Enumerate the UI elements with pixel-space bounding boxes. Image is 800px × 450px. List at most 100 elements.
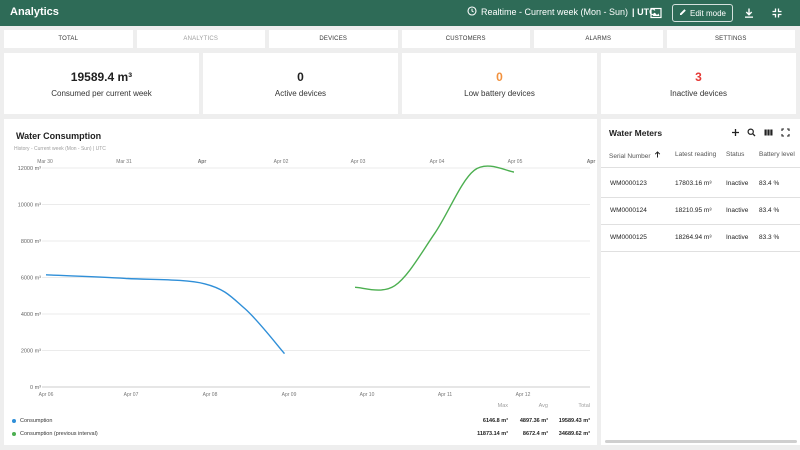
consumption-chart: 0 m³ 2000 m³ 4000 m³ 6000 m³ 8000 m³ 10000 m³… bbox=[18, 159, 596, 398]
top-bar: Analytics Realtime - Current week (Mon -… bbox=[0, 0, 800, 26]
y-tick-label: 10000 m³ bbox=[18, 203, 41, 209]
legend-total: 19589.43 m³ bbox=[558, 418, 590, 424]
legend-dot bbox=[12, 419, 16, 423]
card-inactive-devices-label: Inactive devices bbox=[670, 88, 727, 98]
download-icon[interactable] bbox=[741, 5, 757, 21]
legend-max: 11873.14 m³ bbox=[477, 431, 508, 437]
card-inactive-devices: 3 Inactive devices bbox=[601, 53, 796, 114]
add-icon[interactable] bbox=[729, 126, 741, 138]
columns-icon[interactable] bbox=[762, 126, 774, 138]
meters-table-header: Serial Number Latest reading Status Batt… bbox=[601, 151, 800, 163]
card-active-devices-value: 0 bbox=[297, 69, 304, 84]
legend-name: Consumption bbox=[20, 418, 53, 424]
dashboard-tabs: TOTAL ANALYTICS DEVICES CUSTOMERS ALARMS… bbox=[4, 30, 795, 48]
cell-serial: WM0000123 bbox=[610, 180, 647, 187]
card-consumed-value: 19589.4 m³ bbox=[70, 69, 133, 84]
horizontal-scrollbar[interactable] bbox=[605, 440, 797, 443]
x-top-tick-label: Mar 31 bbox=[116, 159, 132, 165]
x-top-tick-label: Apr 02 bbox=[274, 159, 289, 165]
x-bottom-tick-label: Apr 11 bbox=[438, 392, 453, 398]
x-bottom-tick-label: Apr 06 bbox=[39, 392, 54, 398]
cell-reading: 17803.16 m³ bbox=[675, 180, 712, 187]
legend-header-avg: Avg bbox=[538, 403, 548, 409]
tab-total[interactable]: TOTAL bbox=[4, 30, 133, 48]
image-icon[interactable] bbox=[648, 5, 664, 21]
legend-max: 6146.8 m³ bbox=[482, 418, 508, 424]
divider bbox=[601, 197, 800, 198]
x-bottom-tick-label: Apr 08 bbox=[203, 392, 218, 398]
summary-cards: 19589.4 m³ Consumed per current week 0 A… bbox=[4, 53, 796, 114]
divider bbox=[601, 251, 800, 252]
divider bbox=[601, 224, 800, 225]
column-status[interactable]: Status bbox=[726, 151, 745, 158]
legend-total: 34689.62 m³ bbox=[558, 431, 590, 437]
search-icon[interactable] bbox=[745, 126, 757, 138]
cell-status: Inactive bbox=[726, 234, 749, 241]
series-line-consumption bbox=[45, 274, 286, 355]
card-active-devices: 0 Active devices bbox=[203, 53, 398, 114]
divider bbox=[601, 167, 800, 168]
water-consumption-widget: Water Consumption History - Current week… bbox=[4, 119, 597, 445]
tab-analytics[interactable]: ANALYTICS bbox=[136, 30, 265, 48]
legend-header-total: Total bbox=[578, 403, 590, 409]
x-top-tick-label: Apr 03 bbox=[351, 159, 366, 165]
edit-mode-label: Edit mode bbox=[689, 8, 727, 18]
x-top-tick-label: Apr 04 bbox=[430, 159, 445, 165]
cell-serial: WM0000125 bbox=[610, 234, 647, 241]
legend-item-previous-interval[interactable]: Consumption (previous interval) 11873.14… bbox=[12, 429, 592, 439]
x-bottom-tick-label: Apr 09 bbox=[282, 392, 297, 398]
table-row[interactable]: WM0000124 18210.95 m³ Inactive 83.4 % bbox=[601, 198, 800, 225]
column-serial-number-label: Serial Number bbox=[609, 153, 651, 160]
tab-customers[interactable]: CUSTOMERS bbox=[401, 30, 530, 48]
card-consumed-label: Consumed per current week bbox=[51, 88, 152, 98]
card-inactive-devices-value: 3 bbox=[695, 69, 702, 84]
y-tick-label: 0 m³ bbox=[30, 385, 41, 391]
clock-icon bbox=[467, 6, 477, 18]
chart-subtitle: History - Current week (Mon - Sun) | UTC bbox=[14, 146, 106, 152]
column-battery-level[interactable]: Battery level bbox=[759, 151, 795, 158]
cell-reading: 18264.94 m³ bbox=[675, 234, 712, 241]
fullscreen-exit-icon[interactable] bbox=[769, 5, 785, 21]
legend-avg: 4897.36 m³ bbox=[519, 418, 548, 424]
x-top-tick-label: Apr bbox=[198, 159, 207, 165]
chart-title: Water Consumption bbox=[16, 131, 102, 141]
timezone-label: | UTC bbox=[632, 7, 656, 17]
legend-name: Consumption (previous interval) bbox=[20, 431, 98, 437]
x-top-tick-label: Apr 05 bbox=[508, 159, 523, 165]
pencil-icon bbox=[679, 8, 687, 18]
card-low-battery-value: 0 bbox=[496, 69, 503, 84]
arrow-up-icon bbox=[654, 151, 661, 160]
table-row[interactable]: WM0000125 18264.94 m³ Inactive 83.3 % bbox=[601, 225, 800, 252]
app-title: Analytics bbox=[10, 6, 59, 18]
meters-title: Water Meters bbox=[609, 128, 663, 138]
x-top-tick-label: Apr bbox=[587, 159, 596, 165]
x-top-tick-label: Mar 30 bbox=[37, 159, 53, 165]
legend-item-consumption[interactable]: Consumption 6146.8 m³ 4897.36 m³ 19589.4… bbox=[12, 416, 592, 426]
cell-status: Inactive bbox=[726, 207, 749, 214]
y-tick-label: 2000 m³ bbox=[21, 349, 41, 355]
fullscreen-icon[interactable] bbox=[779, 126, 791, 138]
tab-devices[interactable]: DEVICES bbox=[269, 30, 398, 48]
cell-battery: 83.3 % bbox=[759, 234, 780, 241]
edit-mode-button[interactable]: Edit mode bbox=[672, 4, 733, 22]
timewindow-label: Realtime - Current week (Mon - Sun) bbox=[481, 7, 629, 17]
card-active-devices-label: Active devices bbox=[274, 88, 327, 98]
tab-settings[interactable]: SETTINGS bbox=[666, 30, 795, 48]
cell-serial: WM0000124 bbox=[610, 207, 647, 214]
y-tick-label: 8000 m³ bbox=[21, 239, 41, 245]
y-tick-label: 12000 m³ bbox=[18, 166, 41, 172]
cell-battery: 83.4 % bbox=[759, 207, 780, 214]
card-consumed: 19589.4 m³ Consumed per current week bbox=[4, 53, 199, 114]
table-row[interactable]: WM0000123 17803.16 m³ Inactive 83.4 % bbox=[601, 171, 800, 198]
y-tick-label: 6000 m³ bbox=[21, 276, 41, 282]
timewindow-selector[interactable]: Realtime - Current week (Mon - Sun) | UT… bbox=[467, 6, 656, 18]
tab-alarms[interactable]: ALARMS bbox=[534, 30, 663, 48]
x-bottom-tick-label: Apr 12 bbox=[516, 392, 531, 398]
cell-battery: 83.4 % bbox=[759, 180, 780, 187]
cell-reading: 18210.95 m³ bbox=[675, 207, 712, 214]
column-serial-number[interactable]: Serial Number bbox=[609, 151, 661, 160]
legend-dot bbox=[12, 432, 16, 436]
cell-status: Inactive bbox=[726, 180, 749, 187]
column-latest-reading[interactable]: Latest reading bbox=[675, 151, 717, 158]
legend-avg: 8672.4 m³ bbox=[522, 431, 548, 437]
